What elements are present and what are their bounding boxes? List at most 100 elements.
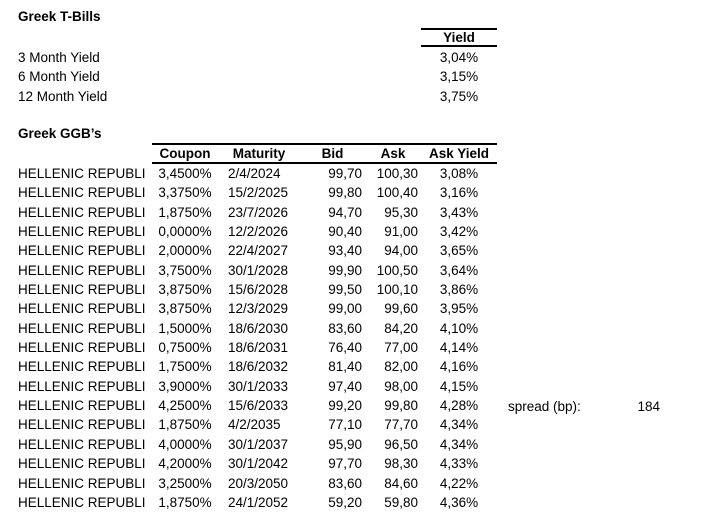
ask-yield-value: 4,34% (439, 436, 479, 452)
ask-yield-value: 4,22% (439, 475, 479, 491)
coupon-value: 3,8750% (158, 301, 212, 317)
ask-yield-value: 3,86% (439, 282, 479, 298)
tbills-section-title: Greek T-Bills (18, 9, 101, 24)
bid-value: 99,90 (328, 262, 362, 278)
ask-yield-value: 4,15% (439, 378, 479, 394)
tbill-label: 6 Month Yield (18, 69, 100, 85)
bond-row: HELLENIC REPUBLI 3,8750% 15/6/2028 99,50 100… (0, 280, 701, 299)
maturity-value: 2/4/2024 (228, 166, 281, 181)
bond-row: HELLENIC REPUBLI 3,9000% 30/1/2033 97,40 98,… (0, 377, 701, 396)
ask-value: 77,00 (384, 340, 418, 356)
maturity-value: 24/1/2052 (228, 494, 289, 510)
bond-name: HELLENIC REPUBLI (18, 378, 146, 394)
ask-yield-value: 4,10% (439, 320, 479, 336)
coupon-value: 3,7500% (158, 262, 212, 278)
bid-value: 99,20 (328, 398, 362, 414)
coupon-value: 1,8750% (158, 204, 212, 220)
ask-yield-value: 4,33% (439, 456, 479, 472)
bid-value: 95,90 (328, 436, 362, 452)
bond-name: HELLENIC REPUBLI (18, 282, 146, 298)
bid-value: 83,60 (328, 475, 362, 491)
ask-value: 98,30 (384, 456, 418, 472)
bond-row: HELLENIC REPUBLI 0,0000% 12/2/2026 90,40 91,… (0, 222, 701, 241)
ask-value: 100,40 (376, 185, 418, 201)
column-header-ask: Ask (380, 146, 406, 161)
coupon-value: 2,0000% (158, 243, 212, 259)
maturity-value: 15/6/2033 (228, 398, 289, 414)
bond-name: HELLENIC REPUBLI (18, 340, 146, 356)
bid-value: 99,70 (328, 166, 362, 181)
bond-name: HELLENIC REPUBLI (18, 262, 146, 278)
bond-row: HELLENIC REPUBLI 0,7500% 18/6/2031 76,40 77,… (0, 338, 701, 357)
coupon-value: 3,9000% (158, 378, 212, 394)
bond-row: HELLENIC REPUBLI 3,2500% 20/3/2050 83,60 84,… (0, 474, 701, 493)
ask-yield-value: 4,16% (439, 359, 479, 375)
coupon-value: 0,0000% (158, 224, 212, 240)
ask-value: 95,30 (384, 204, 418, 220)
bond-row: HELLENIC REPUBLI 4,0000% 30/1/2037 95,90 96,… (0, 435, 701, 454)
ask-value: 99,80 (384, 398, 418, 414)
tbill-row: 6 Month Yield 3,15% (0, 67, 701, 86)
bond-row: HELLENIC REPUBLI 3,3750% 15/2/2025 99,80 100… (0, 183, 701, 202)
bond-name: HELLENIC REPUBLI (18, 166, 146, 181)
bid-value: 99,50 (328, 282, 362, 298)
bond-name: HELLENIC REPUBLI (18, 417, 146, 433)
bid-value: 81,40 (328, 359, 362, 375)
bond-name: HELLENIC REPUBLI (18, 204, 146, 220)
bid-value: 97,70 (328, 456, 362, 472)
bond-row: HELLENIC REPUBLI 2,0000% 22/4/2027 93,40 94,… (0, 241, 701, 260)
bond-name: HELLENIC REPUBLI (18, 436, 146, 452)
ggbs-section-title: Greek GGB’s (18, 126, 102, 141)
maturity-value: 12/2/2026 (228, 224, 289, 240)
ask-value: 100,10 (376, 282, 418, 298)
bid-value: 59,20 (328, 494, 362, 510)
bond-name: HELLENIC REPUBLI (18, 224, 146, 240)
maturity-value: 30/1/2033 (228, 378, 289, 394)
bond-name: HELLENIC REPUBLI (18, 301, 146, 317)
column-header-coupon: Coupon (159, 146, 211, 161)
ask-yield-value: 4,36% (439, 494, 479, 510)
maturity-value: 18/6/2030 (228, 320, 289, 336)
spread-value: 184 (637, 399, 660, 414)
maturity-value: 22/4/2027 (228, 243, 289, 259)
ask-value: 77,70 (384, 417, 418, 433)
maturity-value: 4/2/2035 (228, 417, 281, 433)
tbill-yield-value: 3,15% (439, 69, 479, 85)
coupon-value: 3,4500% (158, 166, 212, 181)
coupon-value: 3,3750% (158, 185, 212, 201)
bond-name: HELLENIC REPUBLI (18, 359, 146, 375)
bond-name: HELLENIC REPUBLI (18, 185, 146, 201)
coupon-value: 1,8750% (158, 494, 212, 510)
coupon-value: 1,7500% (158, 359, 212, 375)
tbills-table: 3 Month Yield 3,04% 6 Month Yield 3,15% 12 M… (0, 48, 701, 106)
coupon-value: 3,2500% (158, 475, 212, 491)
ask-value: 84,20 (384, 320, 418, 336)
maturity-value: 18/6/2032 (228, 359, 289, 375)
maturity-value: 30/1/2028 (228, 262, 289, 278)
coupon-value: 1,8750% (158, 417, 212, 433)
ask-value: 84,60 (384, 475, 418, 491)
bid-value: 94,70 (328, 204, 362, 220)
ggb-table-header: Coupon Maturity Bid Ask Ask Yield (152, 143, 497, 164)
bond-row: HELLENIC REPUBLI 1,8750% 4/2/2035 77,10 77,7… (0, 415, 701, 434)
ask-value: 59,80 (384, 494, 418, 510)
ask-value: 94,00 (384, 243, 418, 259)
bond-row: HELLENIC REPUBLI 1,8750% 23/7/2026 94,70 95,… (0, 203, 701, 222)
ask-value: 96,50 (384, 436, 418, 452)
ask-yield-value: 3,95% (439, 301, 479, 317)
coupon-value: 4,2500% (158, 398, 212, 414)
ask-yield-value: 4,34% (439, 417, 479, 433)
bid-value: 99,00 (328, 301, 362, 317)
coupon-value: 4,0000% (158, 436, 212, 452)
tbill-yield-value: 3,75% (439, 88, 479, 104)
bond-name: HELLENIC REPUBLI (18, 243, 146, 259)
maturity-value: 15/6/2028 (228, 282, 289, 298)
maturity-value: 30/1/2042 (228, 456, 289, 472)
bond-name: HELLENIC REPUBLI (18, 320, 146, 336)
ask-yield-value: 3,65% (439, 243, 479, 259)
bond-row: HELLENIC REPUBLI 4,2500% 15/6/2033 99,20 99,… (0, 396, 701, 415)
ask-value: 91,00 (384, 224, 418, 240)
bond-row: HELLENIC REPUBLI 1,7500% 18/6/2032 81,40 82,… (0, 357, 701, 376)
ask-value: 98,00 (384, 378, 418, 394)
